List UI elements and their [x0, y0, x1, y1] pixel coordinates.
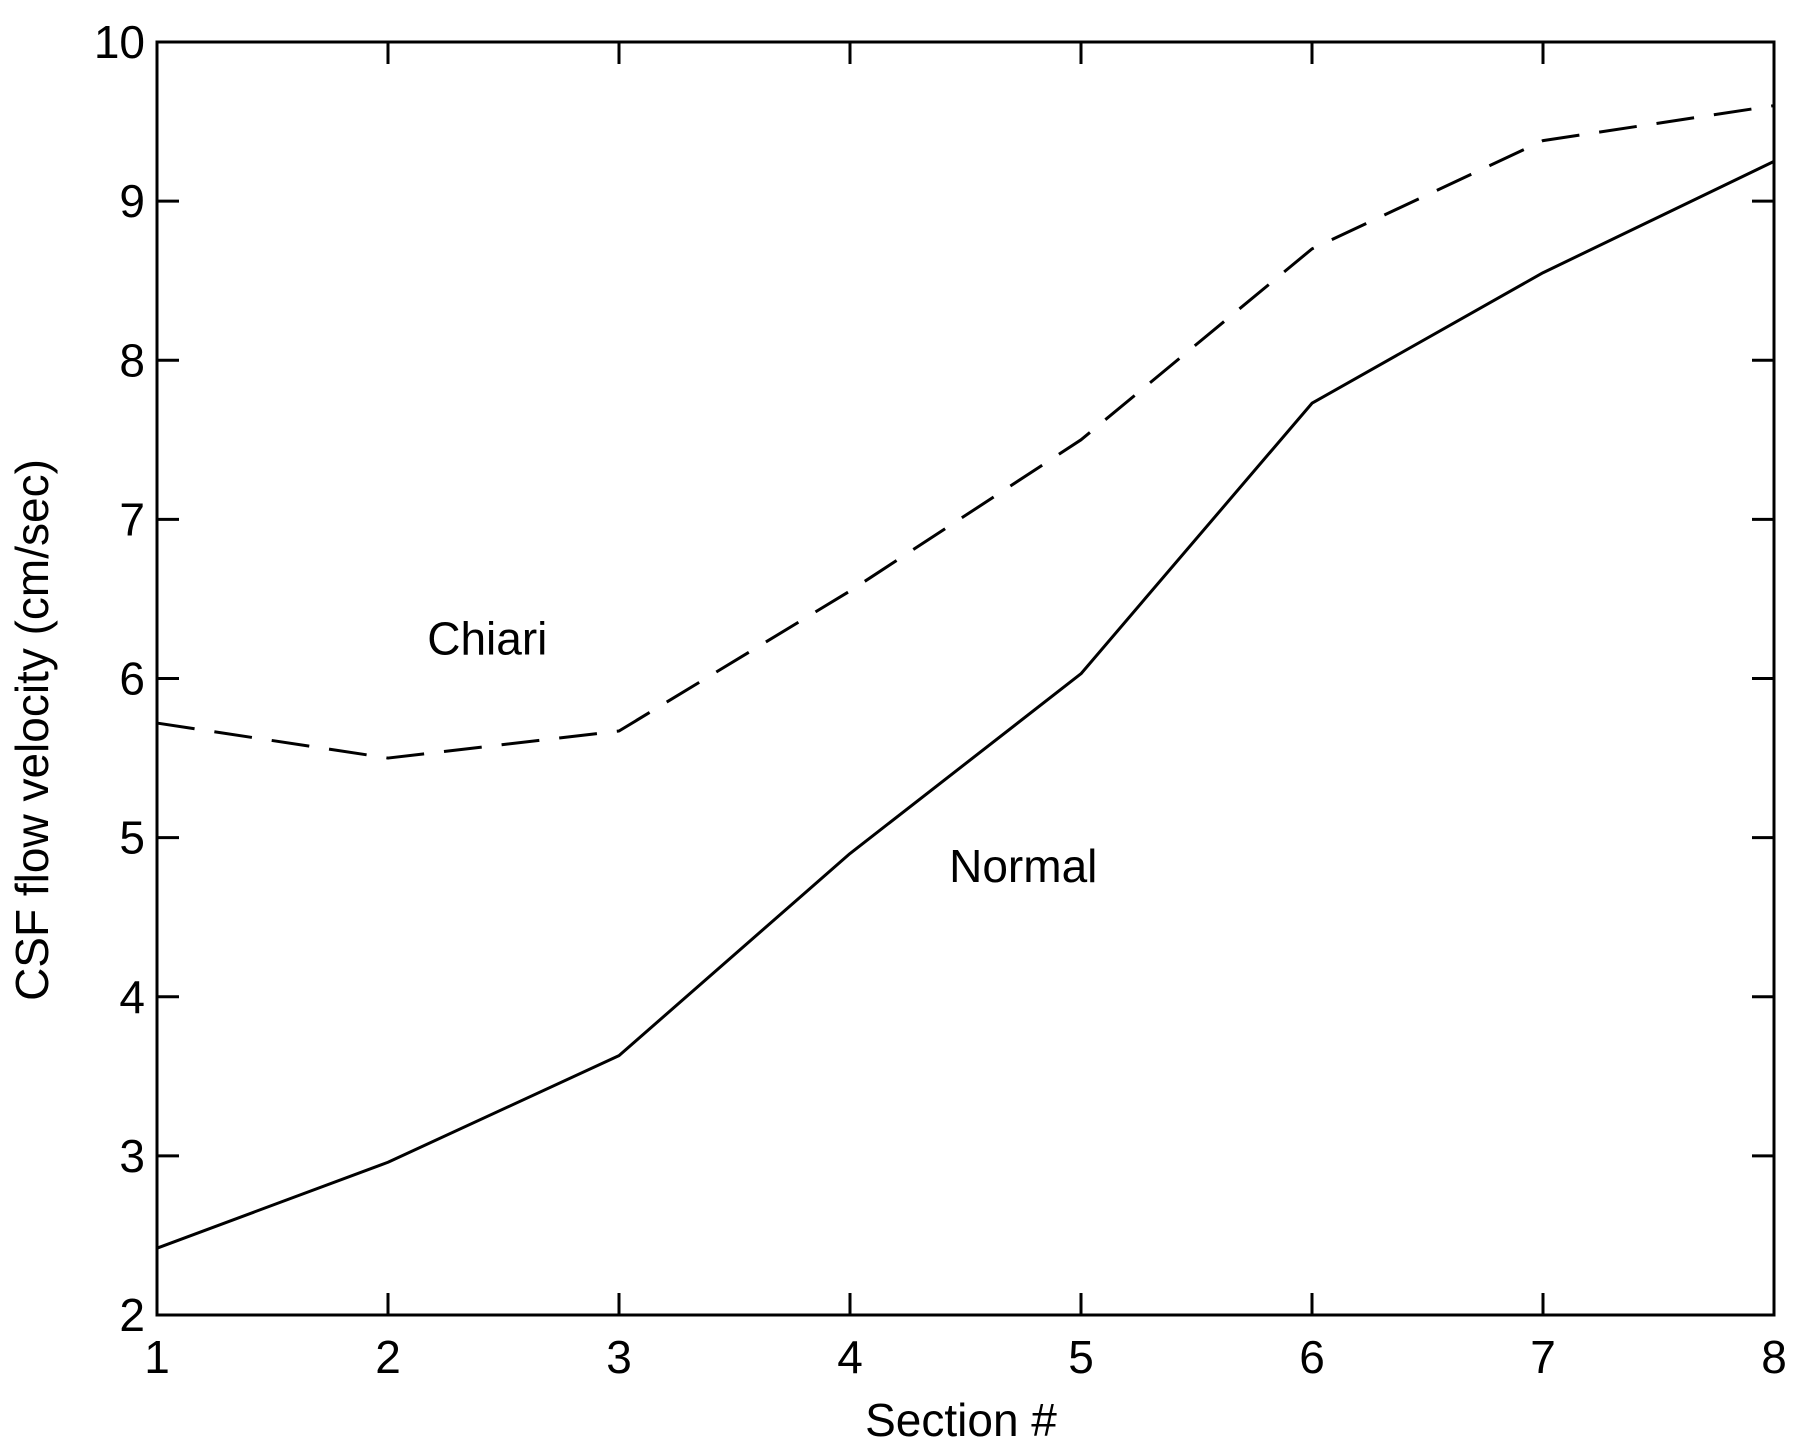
- plot-frame: [155, 40, 1776, 1317]
- y-tick-label: 5: [119, 812, 145, 864]
- y-tick-label: 4: [119, 971, 145, 1023]
- y-axis-title: CSF flow velocity (cm/sec): [6, 459, 58, 1001]
- y-tick-label: 3: [119, 1130, 145, 1182]
- annotations: Chiari Normal: [427, 613, 1097, 893]
- y-tick-label: 10: [94, 16, 145, 68]
- series-line-chiari: [156, 104, 1775, 760]
- y-tick-label: 7: [119, 493, 145, 545]
- x-tick-label: 8: [1761, 1331, 1787, 1383]
- x-axis-ticks: 1 2 3 4 5 6 7 8: [144, 42, 1787, 1383]
- plot-border: [155, 40, 1776, 1317]
- y-tick-label: 6: [119, 653, 145, 705]
- series-lines: [156, 104, 1775, 1250]
- x-tick-label: 2: [375, 1331, 401, 1383]
- series-line-normal: [156, 159, 1775, 1250]
- y-axis-ticks: 2 3 4 5 6 7 8 9 10: [94, 16, 1774, 1341]
- x-tick-label: 6: [1299, 1331, 1325, 1383]
- y-tick-label: 8: [119, 334, 145, 386]
- x-tick-label: 5: [1068, 1331, 1094, 1383]
- x-axis-title: Section #: [865, 1394, 1057, 1444]
- annotation-label-normal: Normal: [949, 840, 1097, 892]
- x-tick-label: 3: [606, 1331, 632, 1383]
- y-tick-label: 2: [119, 1289, 145, 1341]
- x-tick-label: 4: [837, 1331, 863, 1383]
- x-tick-label: 1: [144, 1331, 170, 1383]
- y-tick-label: 9: [119, 175, 145, 227]
- x-tick-label: 7: [1530, 1331, 1556, 1383]
- annotation-label-chiari: Chiari: [427, 613, 547, 665]
